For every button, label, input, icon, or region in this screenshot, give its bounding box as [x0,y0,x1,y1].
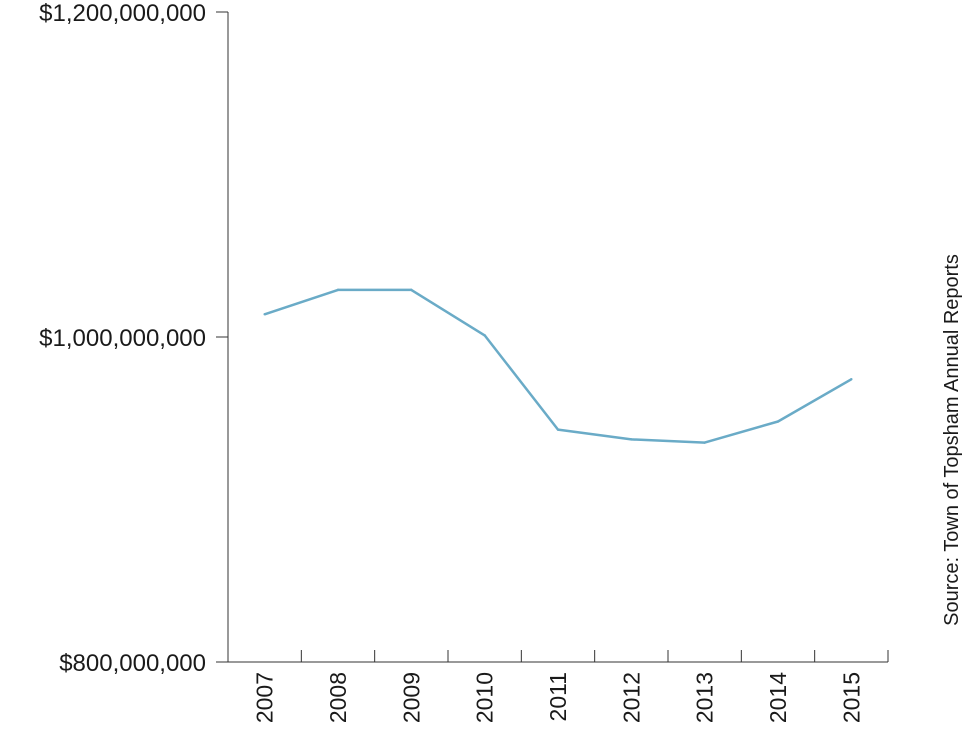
data-point [703,441,706,444]
y-tick-label: $1,000,000,000 [39,325,206,352]
data-point [410,288,413,292]
x-axis-ticks: 2007 2008 2009 2010 2011 2012 2013 2014 2015 [252,650,889,723]
data-point [556,428,560,431]
x-tick-label: 2015 [838,672,864,723]
x-tick-label: 2008 [325,672,351,723]
x-tick-label: 2010 [472,672,498,723]
x-tick-label: 2014 [765,672,791,723]
data-point [630,438,633,441]
x-tick-label: 2011 [545,672,571,721]
series-group [263,288,853,444]
source-note: Source: Town of Topsham Annual Reports [941,254,963,626]
data-point [776,420,780,423]
x-tick-label: 2012 [618,672,644,723]
axes [227,12,888,663]
data-point [263,313,266,316]
data-point [483,334,486,337]
x-tick-label: 2007 [252,672,278,723]
series-line [264,288,852,444]
data-point [336,288,340,292]
y-axis-ticks: $800,000,000 $1,000,000,000 $1,200,000,000 [39,0,228,677]
data-point [850,378,853,381]
y-tick-label: $1,200,000,000 [39,0,206,27]
x-tick-label: 2009 [398,672,424,723]
y-tick-label: $800,000,000 [59,650,206,677]
x-tick-label: 2013 [692,672,718,723]
